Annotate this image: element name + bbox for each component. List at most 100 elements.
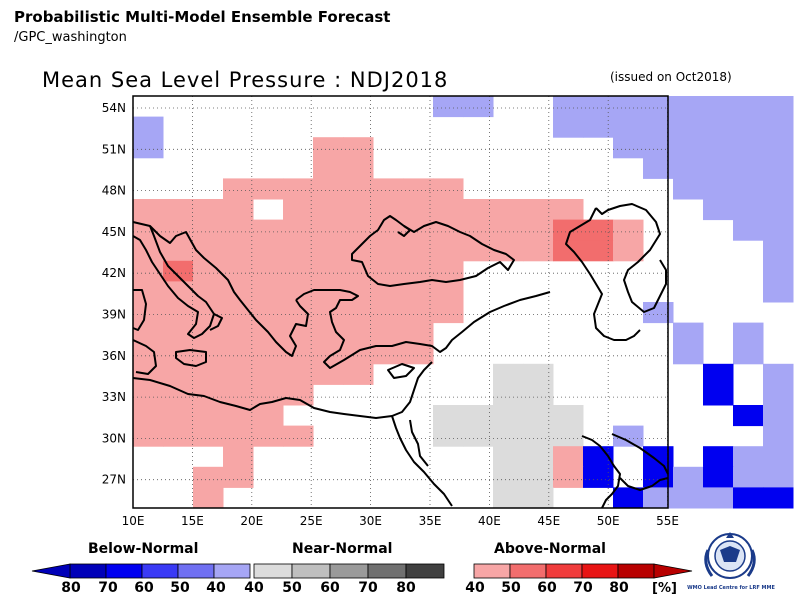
forecast-cell: [703, 487, 734, 509]
forecast-cell: [313, 219, 344, 241]
forecast-cell: [283, 384, 314, 406]
forecast-cell: [223, 384, 254, 406]
forecast-cell: [433, 425, 464, 447]
forecast-cell: [493, 240, 524, 262]
lat-tick-label: 48N: [102, 184, 126, 198]
forecast-cell: [613, 425, 644, 447]
legend-swatch: [545, 563, 583, 579]
forecast-cell: [673, 343, 704, 365]
forecast-cell: [373, 281, 404, 303]
forecast-cell: [343, 343, 374, 365]
forecast-cell: [403, 199, 434, 221]
forecast-cell: [463, 240, 494, 262]
forecast-cell: [253, 363, 284, 385]
forecast-cell: [403, 178, 434, 200]
forecast-cell: [373, 178, 404, 200]
header-source: /GPC_washington: [14, 30, 127, 45]
forecast-cell: [583, 96, 614, 118]
forecast-cell: [523, 219, 554, 241]
forecast-cell: [613, 487, 644, 509]
forecast-cell: [763, 178, 794, 200]
forecast-cell: [373, 240, 404, 262]
forecast-cell: [133, 302, 164, 324]
legend-below-bar: [31, 563, 251, 579]
coastlines: [132, 203, 669, 509]
forecast-cell: [193, 260, 224, 282]
legend-unit: [%]: [652, 581, 677, 596]
forecast-cell: [583, 219, 614, 241]
forecast-cell: [643, 466, 674, 488]
lon-tick-label: 50E: [597, 514, 620, 528]
forecast-cell: [133, 240, 164, 262]
forecast-cell: [133, 219, 164, 241]
forecast-cell: [763, 157, 794, 179]
forecast-cell: [403, 302, 434, 324]
legend-swatch: [509, 563, 547, 579]
forecast-cell: [553, 466, 584, 488]
forecast-cell: [313, 178, 344, 200]
forecast-cell: [223, 446, 254, 468]
forecast-cell: [313, 281, 344, 303]
lon-tick-label: 55E: [656, 514, 679, 528]
forecast-cell: [313, 260, 344, 282]
forecast-cell: [163, 302, 194, 324]
forecast-cell: [223, 343, 254, 365]
forecast-cell: [433, 240, 464, 262]
forecast-cell: [763, 240, 794, 262]
legend-label: 70: [573, 580, 593, 596]
probability-cells: [133, 96, 794, 509]
forecast-cell: [343, 260, 374, 282]
legend-swatch: [141, 563, 179, 579]
forecast-cell: [283, 425, 314, 447]
forecast-cell: [493, 446, 524, 468]
forecast-cell: [703, 384, 734, 406]
forecast-cell: [763, 466, 794, 488]
forecast-cell: [613, 96, 644, 118]
forecast-cell: [283, 302, 314, 324]
forecast-cell: [283, 281, 314, 303]
forecast-cell: [163, 384, 194, 406]
legend-swatch: [367, 563, 407, 579]
legend-label: 40: [244, 580, 264, 596]
forecast-cell: [673, 322, 704, 344]
lon-tick-label: 10E: [122, 514, 145, 528]
forecast-cell: [253, 405, 284, 427]
lon-tick-label: 25E: [300, 514, 323, 528]
forecast-cell: [193, 363, 224, 385]
forecast-cell: [253, 260, 284, 282]
legend-label: 50: [170, 580, 190, 596]
forecast-cell: [523, 466, 554, 488]
header-title: Probabilistic Multi-Model Ensemble Forec…: [14, 8, 391, 26]
forecast-cell: [163, 281, 194, 303]
issued-date: (issued on Oct2018): [610, 70, 732, 84]
forecast-cell: [523, 363, 554, 385]
lon-tick-label: 15E: [181, 514, 204, 528]
forecast-cell: [193, 219, 224, 241]
forecast-cell: [343, 199, 374, 221]
forecast-cell: [463, 405, 494, 427]
forecast-cell: [463, 425, 494, 447]
forecast-cell: [733, 322, 764, 344]
forecast-cell: [253, 178, 284, 200]
forecast-cell: [283, 240, 314, 262]
forecast-cell: [643, 137, 674, 159]
forecast-cell: [703, 446, 734, 468]
forecast-cell: [433, 219, 464, 241]
forecast-cell: [523, 384, 554, 406]
legend-near-bar: [253, 563, 445, 579]
forecast-cell: [433, 260, 464, 282]
forecast-cell: [403, 240, 434, 262]
forecast-cell: [673, 466, 704, 488]
forecast-cell: [133, 281, 164, 303]
forecast-cell: [133, 384, 164, 406]
legend-swatch: [581, 563, 619, 579]
forecast-cell: [643, 487, 674, 509]
lon-tick-label: 30E: [359, 514, 382, 528]
legend-swatch: [213, 563, 251, 579]
map-title: Mean Sea Level Pressure : NDJ2018: [42, 68, 449, 92]
forecast-cell: [553, 219, 584, 241]
forecast-cell: [583, 446, 614, 468]
legend-label: 70: [358, 580, 378, 596]
forecast-cell: [733, 343, 764, 365]
forecast-cell: [313, 157, 344, 179]
